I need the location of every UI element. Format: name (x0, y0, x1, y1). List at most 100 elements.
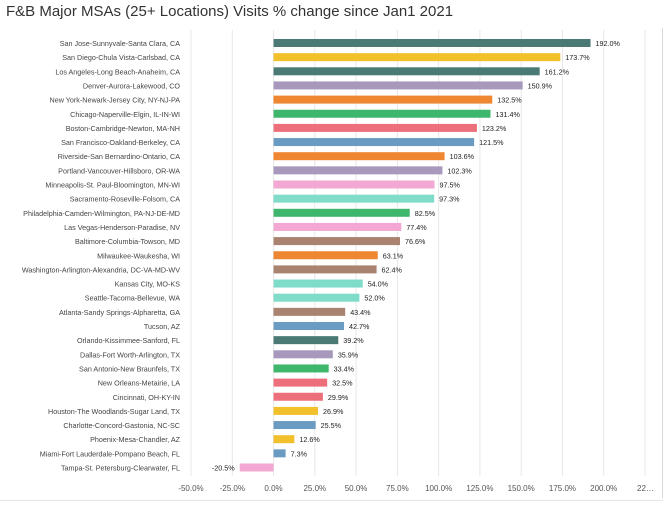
category-label: San Francisco-Oakland-Berkeley, CA (61, 138, 180, 147)
bar (273, 109, 491, 118)
category-label: Cincinnati, OH-KY-IN (113, 393, 180, 402)
x-tick-label: 100.0% (425, 484, 452, 493)
category-label: Baltimore-Columbia-Towson, MD (75, 237, 180, 246)
category-label: San Diego-Chula Vista-Carlsbad, CA (62, 53, 180, 62)
data-label: 123.2% (482, 124, 507, 133)
data-label: 32.5% (332, 379, 353, 388)
data-label: 102.3% (447, 166, 472, 175)
category-label: Dallas-Fort Worth-Arlington, TX (80, 350, 180, 359)
bar (273, 123, 477, 132)
bar (273, 364, 329, 373)
x-tick-label: 50.0% (345, 484, 368, 493)
data-label: 76.6% (405, 237, 426, 246)
data-label: 82.5% (415, 209, 436, 218)
bar (273, 406, 318, 415)
category-label: Tucson, AZ (144, 322, 181, 331)
data-label: 29.9% (328, 393, 349, 402)
x-tick-label: -25.0% (220, 484, 245, 493)
bar (273, 350, 333, 359)
bar (273, 322, 345, 330)
x-tick-label: 175.0% (549, 484, 576, 493)
category-label: Denver-Aurora-Lakewood, CO (83, 81, 180, 90)
bars (239, 39, 591, 472)
bar (273, 180, 435, 189)
data-label: 26.9% (323, 407, 344, 416)
bar (273, 208, 410, 217)
bar (273, 222, 402, 231)
x-tick-label: -50.0% (178, 484, 203, 493)
data-label: 52.0% (364, 294, 385, 303)
data-label: 131.4% (495, 110, 520, 119)
category-label: San Antonio-New Braunfels, TX (79, 364, 180, 373)
bar (273, 435, 295, 444)
data-label: 43.4% (350, 308, 371, 317)
category-label: Orlando-Kissimmee-Sanford, FL (77, 336, 180, 345)
category-label: Phoenix-Mesa-Chandler, AZ (90, 435, 180, 444)
category-label: Boston-Cambridge-Newton, MA-NH (66, 124, 180, 133)
category-label: San Jose-Sunnyvale-Santa Clara, CA (60, 39, 180, 48)
data-label: 77.4% (406, 223, 427, 232)
bar (273, 95, 493, 104)
bar (239, 463, 274, 472)
bar (273, 421, 316, 430)
data-label: 103.6% (450, 152, 475, 161)
data-label: 39.2% (343, 336, 364, 345)
data-label: 192.0% (596, 39, 621, 48)
x-tick-label: 125.0% (466, 484, 493, 493)
data-label: 12.6% (299, 435, 320, 444)
category-label: Philadelphia-Camden-Wilmington, PA-NJ-DE… (23, 209, 180, 218)
data-label: 121.5% (479, 138, 504, 147)
category-label: New Orleans-Metairie, LA (98, 379, 180, 388)
x-tick-label: 22… (637, 484, 654, 493)
category-label: Houston-The Woodlands-Sugar Land, TX (48, 407, 180, 416)
category-label: Portland-Vancouver-Hillsboro, OR-WA (58, 166, 180, 175)
category-labels: San Jose-Sunnyvale-Santa Clara, CA San Di… (22, 39, 181, 473)
category-label: Los Angeles-Long Beach-Anaheim, CA (55, 67, 180, 76)
category-label: Washington-Arlington-Alexandria, DC-VA-M… (22, 265, 180, 274)
bar (273, 251, 378, 260)
data-label: 7.3% (291, 449, 308, 458)
category-label: Riverside-San Bernardino-Ontario, CA (58, 152, 180, 161)
bar (273, 336, 339, 345)
bar (273, 279, 363, 288)
data-label: -20.5% (212, 464, 235, 473)
x-tick-label: 75.0% (386, 484, 409, 493)
x-tick-label: 25.0% (303, 484, 326, 493)
category-label: Milwaukee-Waukesha, WI (97, 251, 180, 260)
category-label: Minneapolis-St. Paul-Bloomington, MN-WI (45, 181, 180, 190)
bar (273, 449, 286, 458)
value-labels: 192.0% 173.7% 161.2% 150.9% 132.5% 131.4% 123.… (212, 39, 621, 473)
data-label: 150.9% (528, 81, 553, 90)
category-label: New York-Newark-Jersey City, NY-NJ-PA (50, 96, 181, 105)
bar (273, 237, 401, 246)
category-label: Chicago-Naperville-Elgin, IL-IN-WI (70, 110, 180, 119)
data-label: 54.0% (368, 280, 389, 289)
bar (273, 138, 475, 147)
data-label: 35.9% (338, 350, 359, 359)
chart-title: F&B Major MSAs (25+ Locations) Visits % … (6, 3, 454, 20)
data-label: 62.4% (382, 265, 403, 274)
category-label: Las Vegas-Henderson-Paradise, NV (64, 223, 180, 232)
bar (273, 53, 561, 62)
data-label: 25.5% (321, 421, 342, 430)
category-label: Atlanta-Sandy Springs-Alpharetta, GA (59, 308, 180, 317)
category-label: Charlotte-Concord-Gastonia, NC-SC (63, 421, 180, 430)
category-label: Tampa-St. Petersburg-Clearwater, FL (61, 464, 180, 473)
bar (273, 194, 435, 203)
bar (273, 265, 377, 274)
x-tick-label: 0.0% (264, 484, 282, 493)
data-label: 97.3% (439, 195, 460, 204)
data-label: 63.1% (383, 251, 404, 260)
x-tick-label: 150.0% (508, 484, 535, 493)
bar (273, 67, 540, 76)
bar (273, 293, 360, 302)
data-label: 132.5% (497, 96, 522, 105)
bar (273, 81, 523, 90)
data-label: 173.7% (565, 53, 590, 62)
category-label: Kansas City, MO-KS (115, 280, 181, 289)
category-label: Sacramento-Roseville-Folsom, CA (70, 195, 180, 204)
x-tick-label: 200.0% (590, 484, 617, 493)
category-label: Miami-Fort Lauderdale-Pompano Beach, FL (40, 449, 180, 458)
